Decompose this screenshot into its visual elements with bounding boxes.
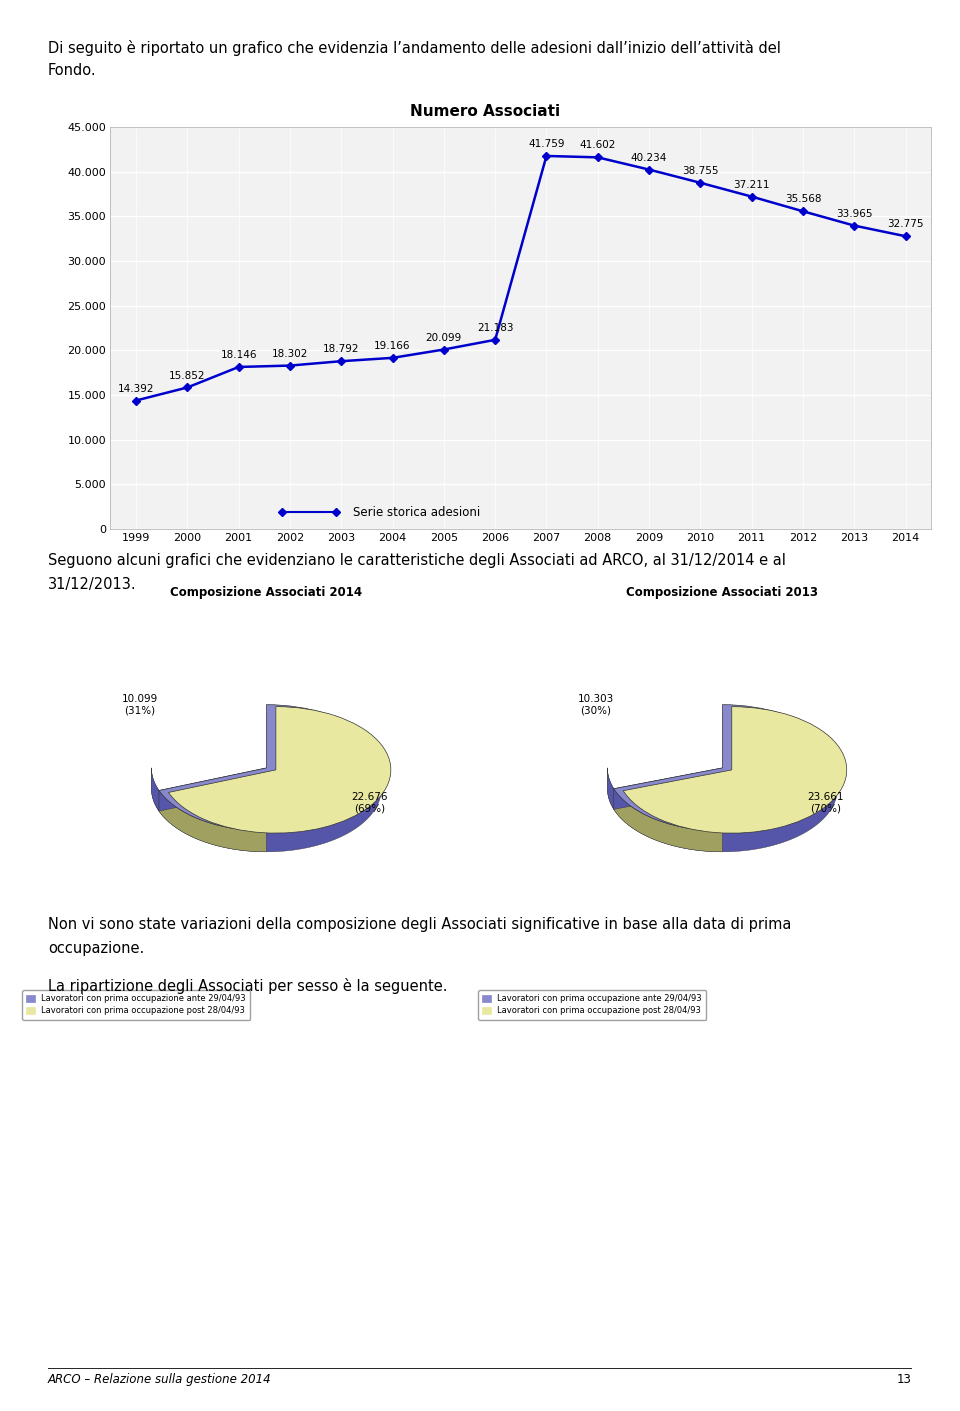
Text: 32.775: 32.775 bbox=[887, 219, 924, 230]
Text: Di seguito è riportato un grafico che evidenzia l’andamento delle adesioni dall’: Di seguito è riportato un grafico che ev… bbox=[48, 40, 780, 55]
Text: Numero Associati: Numero Associati bbox=[410, 103, 560, 119]
Text: 37.211: 37.211 bbox=[733, 179, 770, 189]
Text: 41.759: 41.759 bbox=[528, 140, 564, 150]
Title: Composizione Associati 2013: Composizione Associati 2013 bbox=[626, 586, 818, 600]
Text: 20.099: 20.099 bbox=[425, 333, 462, 343]
Text: 10.099
(31%): 10.099 (31%) bbox=[122, 694, 158, 715]
Polygon shape bbox=[152, 768, 159, 811]
Legend: Lavoratori con prima occupazione ante 29/04/93, Lavoratori con prima occupazione: Lavoratori con prima occupazione ante 29… bbox=[22, 991, 251, 1020]
Polygon shape bbox=[159, 790, 266, 852]
Text: 35.568: 35.568 bbox=[784, 195, 821, 205]
Text: 38.755: 38.755 bbox=[683, 166, 719, 176]
Polygon shape bbox=[613, 768, 722, 810]
Polygon shape bbox=[159, 768, 266, 811]
Text: occupazione.: occupazione. bbox=[48, 941, 144, 957]
Wedge shape bbox=[623, 707, 847, 832]
Text: La ripartizione degli Associati per sesso è la seguente.: La ripartizione degli Associati per sess… bbox=[48, 978, 447, 993]
Text: 15.852: 15.852 bbox=[169, 371, 205, 381]
Text: 18.302: 18.302 bbox=[272, 349, 308, 358]
Text: 19.166: 19.166 bbox=[374, 341, 411, 351]
Text: Seguono alcuni grafici che evidenziano le caratteristiche degli Associati ad ARC: Seguono alcuni grafici che evidenziano l… bbox=[48, 553, 786, 569]
Text: 21.183: 21.183 bbox=[477, 323, 514, 333]
Text: 22.676
(69%): 22.676 (69%) bbox=[351, 792, 388, 813]
Polygon shape bbox=[613, 789, 722, 852]
Text: 23.661
(70%): 23.661 (70%) bbox=[807, 792, 844, 813]
Text: 31/12/2013.: 31/12/2013. bbox=[48, 577, 136, 593]
Text: 41.602: 41.602 bbox=[580, 141, 616, 151]
Legend: Lavoratori con prima occupazione ante 29/04/93, Lavoratori con prima occupazione: Lavoratori con prima occupazione ante 29… bbox=[478, 991, 707, 1020]
Text: ARCO – Relazione sulla gestione 2014: ARCO – Relazione sulla gestione 2014 bbox=[48, 1373, 272, 1386]
Text: Fondo.: Fondo. bbox=[48, 63, 97, 79]
Title: Composizione Associati 2014: Composizione Associati 2014 bbox=[170, 586, 363, 600]
Wedge shape bbox=[169, 707, 391, 832]
Text: 14.392: 14.392 bbox=[118, 384, 155, 394]
Polygon shape bbox=[152, 768, 381, 852]
Polygon shape bbox=[608, 768, 837, 852]
Wedge shape bbox=[159, 704, 381, 831]
Text: 10.303
(30%): 10.303 (30%) bbox=[578, 694, 614, 715]
Polygon shape bbox=[608, 768, 613, 810]
Text: 18.146: 18.146 bbox=[221, 350, 257, 360]
Text: Non vi sono state variazioni della composizione degli Associati significative in: Non vi sono state variazioni della compo… bbox=[48, 917, 791, 933]
Text: 18.792: 18.792 bbox=[323, 344, 359, 354]
Text: 40.234: 40.234 bbox=[631, 152, 667, 162]
Wedge shape bbox=[613, 704, 837, 831]
Text: 33.965: 33.965 bbox=[836, 209, 873, 219]
Text: 13: 13 bbox=[898, 1373, 912, 1386]
Text: Serie storica adesioni: Serie storica adesioni bbox=[353, 505, 480, 519]
